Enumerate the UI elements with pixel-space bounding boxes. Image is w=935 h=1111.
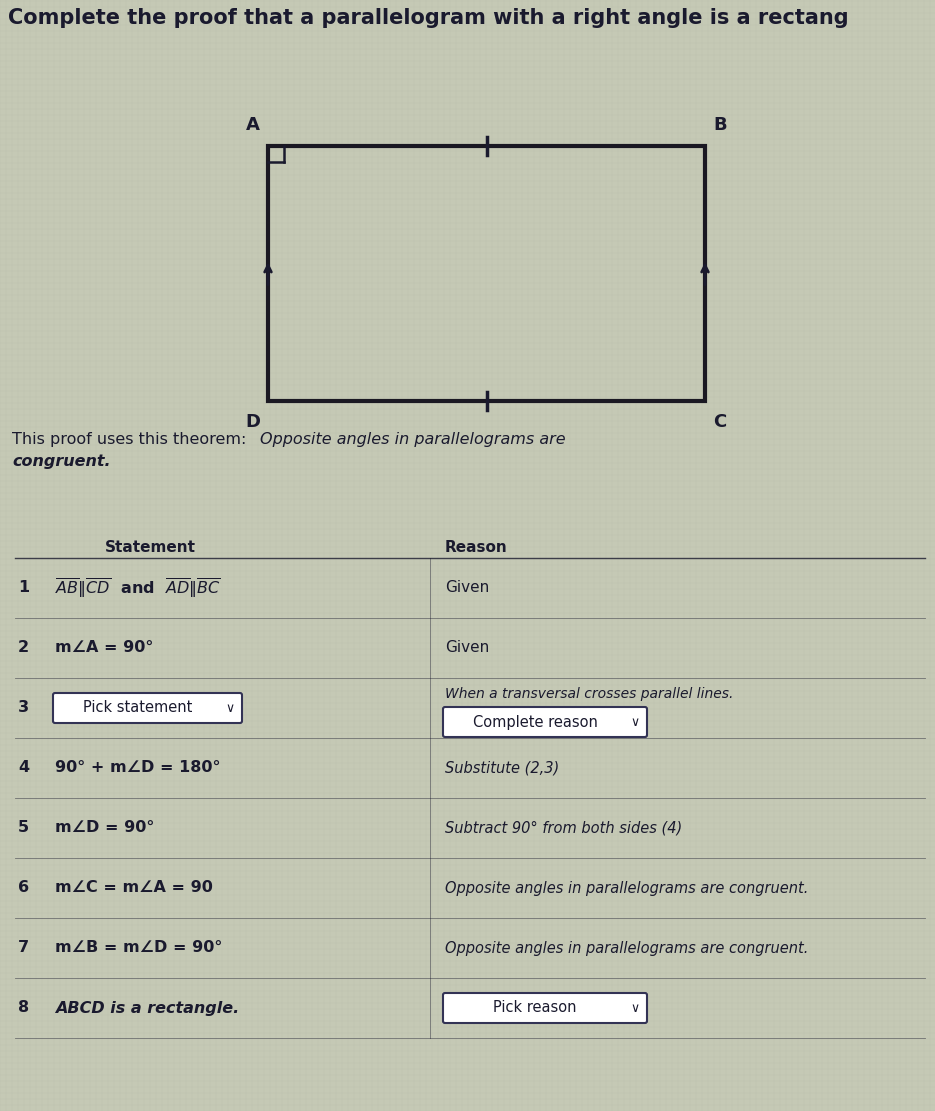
Text: Opposite angles in parallelograms are congruent.: Opposite angles in parallelograms are co…	[445, 881, 809, 895]
Text: Pick reason: Pick reason	[494, 1001, 577, 1015]
Text: 8: 8	[18, 1001, 29, 1015]
Text: Complete reason: Complete reason	[472, 714, 597, 730]
Text: ABCD is a rectangle.: ABCD is a rectangle.	[55, 1001, 239, 1015]
Text: 7: 7	[18, 941, 29, 955]
Text: m∠D = 90°: m∠D = 90°	[55, 821, 154, 835]
Text: m∠C = m∠A = 90: m∠C = m∠A = 90	[55, 881, 213, 895]
Text: C: C	[713, 413, 726, 431]
Text: Opposite angles in parallelograms are congruent.: Opposite angles in parallelograms are co…	[445, 941, 809, 955]
Text: Opposite angles in parallelograms are: Opposite angles in parallelograms are	[260, 432, 566, 447]
Text: This proof uses this theorem:: This proof uses this theorem:	[12, 432, 252, 447]
Text: ∨: ∨	[630, 715, 640, 729]
Text: B: B	[713, 116, 726, 134]
Text: When a transversal crosses parallel lines.: When a transversal crosses parallel line…	[445, 687, 733, 701]
Text: 5: 5	[18, 821, 29, 835]
Text: Substitute (2,3): Substitute (2,3)	[445, 761, 559, 775]
Text: 2: 2	[18, 641, 29, 655]
Text: Given: Given	[445, 641, 489, 655]
Text: Pick statement: Pick statement	[83, 701, 193, 715]
Text: Statement: Statement	[105, 540, 196, 556]
Text: 90° + m∠D = 180°: 90° + m∠D = 180°	[55, 761, 221, 775]
Text: Given: Given	[445, 581, 489, 595]
Text: congruent.: congruent.	[12, 454, 110, 469]
Bar	[268, 146, 705, 401]
Text: D: D	[245, 413, 260, 431]
Text: Subtract 90° from both sides (4): Subtract 90° from both sides (4)	[445, 821, 683, 835]
Text: 4: 4	[18, 761, 29, 775]
Text: Complete the proof that a parallelogram with a right angle is a rectang: Complete the proof that a parallelogram …	[8, 8, 849, 28]
Text: 3: 3	[18, 701, 29, 715]
Text: m∠B = m∠D = 90°: m∠B = m∠D = 90°	[55, 941, 223, 955]
FancyBboxPatch shape	[443, 707, 647, 737]
Text: Reason: Reason	[445, 540, 508, 556]
Text: ∨: ∨	[225, 701, 235, 714]
FancyBboxPatch shape	[53, 693, 242, 723]
Text: 6: 6	[18, 881, 29, 895]
Text: 1: 1	[18, 581, 29, 595]
Text: ∨: ∨	[630, 1001, 640, 1014]
Text: A: A	[246, 116, 260, 134]
Text: m∠A = 90°: m∠A = 90°	[55, 641, 153, 655]
Text: $\overline{AB} \| \overline{CD}$  and  $\overline{AD} \| \overline{BC}$: $\overline{AB} \| \overline{CD}$ and $\o…	[55, 575, 221, 600]
FancyBboxPatch shape	[443, 993, 647, 1023]
